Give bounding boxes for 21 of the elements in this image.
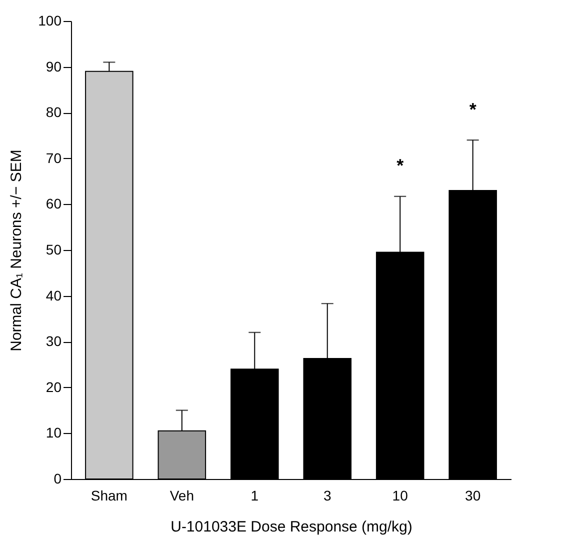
- annotation: *: [396, 156, 404, 176]
- y-tick-label: 60: [46, 196, 62, 212]
- y-tick-label: 40: [46, 287, 62, 304]
- y-tick-label: 90: [46, 58, 62, 74]
- y-tick-label: 100: [38, 12, 62, 28]
- x-tick-label: Veh: [170, 488, 194, 504]
- x-axis-title: U-101033E Dose Response (mg/kg): [170, 518, 412, 536]
- y-tick-label: 80: [46, 104, 62, 120]
- y-axis-title: Normal CA₁ Neurons +/− SEM: [8, 150, 26, 352]
- y-tick-label: 30: [46, 333, 62, 350]
- y-tick-label: 20: [46, 378, 62, 395]
- annotation: *: [469, 99, 476, 120]
- x-tick-label: 30: [465, 488, 481, 504]
- y-tick-label: 0: [54, 470, 62, 486]
- x-tick-label: 10: [392, 488, 408, 504]
- x-tick-label: 3: [323, 488, 332, 504]
- y-tick-label: 70: [46, 150, 62, 166]
- y-tick-label: 10: [46, 424, 62, 441]
- y-tick-label: 50: [46, 242, 62, 258]
- x-tick-label: 1: [250, 488, 259, 504]
- x-tick-label: Sham: [90, 488, 128, 504]
